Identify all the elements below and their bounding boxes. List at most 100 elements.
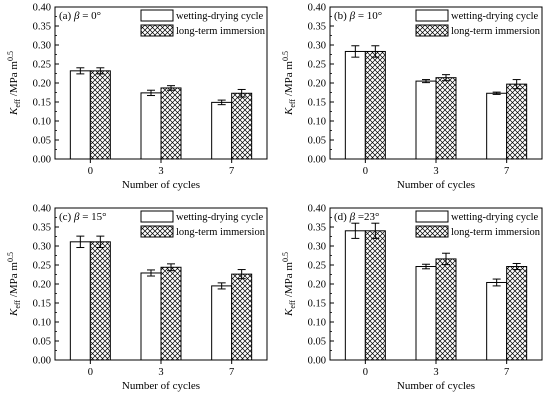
- y-tick-label: 0.00: [33, 356, 51, 367]
- y-axis-title: Keff /MPa m0.5: [6, 51, 22, 116]
- y-title-subscript: eff: [13, 99, 22, 108]
- x-axis-title: Number of cycles: [122, 380, 200, 392]
- panel-label: (c) β = 15°: [59, 211, 107, 223]
- legend-label: long-term immersion: [451, 26, 541, 37]
- y-title-symbol: K: [283, 308, 295, 317]
- panel-label-beta: β: [73, 211, 80, 223]
- y-tick-label: 0.35: [33, 223, 51, 234]
- bar-long-term-immersion: [506, 266, 528, 361]
- chart-panel-b: 0.00 0.05 0.10 0.15 0.20 0.25 0.30 0.35 0.40 0 3 7…: [281, 3, 543, 191]
- y-tick-label: 0.15: [308, 98, 326, 109]
- bars: [344, 45, 528, 160]
- bar-long-term-immersion: [364, 230, 386, 361]
- bar-wetting-drying: [486, 92, 508, 160]
- legend-label: long-term immersion: [451, 227, 541, 238]
- y-title-superscript: 0.5: [6, 252, 15, 262]
- chart-panel-d: 0.00 0.05 0.10 0.15 0.20 0.25 0.30 0.35 0.40 0 3 7…: [281, 204, 543, 392]
- legend-label: long-term immersion: [176, 227, 266, 238]
- y-title-subscript: eff: [288, 99, 297, 108]
- panel-label-prefix: (b): [334, 10, 350, 22]
- y-title-unit: /MPa m: [8, 61, 20, 99]
- legend-swatch-wetting-drying: [140, 9, 174, 22]
- panel-label-beta: β: [73, 10, 80, 22]
- legend-label: wetting-drying cycle: [451, 212, 539, 223]
- bar-long-term-immersion: [231, 273, 253, 361]
- y-title-symbol: K: [283, 107, 295, 116]
- chart-panel-c: 0.00 0.05 0.10 0.15 0.20 0.25 0.30 0.35 0.40 0 3 7…: [6, 204, 268, 392]
- bar-wetting-drying: [69, 241, 91, 361]
- x-tick-label: 3: [433, 367, 438, 378]
- y-tick-label: 0.00: [308, 356, 326, 367]
- bar-wetting-drying: [140, 272, 162, 361]
- panel-label-suffix: = 15°: [79, 211, 106, 223]
- legend-swatch-wetting-drying: [140, 210, 174, 223]
- legend-label: wetting-drying cycle: [451, 11, 539, 22]
- y-tick-label: 0.05: [33, 136, 51, 147]
- bar-long-term-immersion: [89, 70, 111, 160]
- bar-wetting-drying: [415, 80, 437, 160]
- y-title-superscript: 0.5: [281, 51, 290, 61]
- panel-label-beta: β: [349, 211, 356, 223]
- panel-label-suffix: = 0°: [79, 10, 101, 22]
- bar-wetting-drying: [69, 70, 91, 160]
- bar-long-term-immersion: [364, 50, 386, 160]
- bar-wetting-drying: [486, 281, 508, 361]
- y-tick-label: 0.25: [33, 261, 51, 272]
- y-tick-label: 0.25: [308, 60, 326, 71]
- legend: wetting-drying cycle long-term immersion: [140, 210, 266, 238]
- bar-wetting-drying: [211, 101, 233, 160]
- x-tick-label: 0: [88, 166, 93, 177]
- legend-label: wetting-drying cycle: [176, 212, 264, 223]
- y-axis: 0.00 0.05 0.10 0.15 0.20 0.25 0.30 0.35 0.40: [308, 204, 334, 367]
- bars: [344, 222, 528, 361]
- panel-label-beta: β: [349, 10, 356, 22]
- y-tick-label: 0.40: [33, 204, 51, 215]
- y-tick-label: 0.05: [308, 337, 326, 348]
- legend: wetting-drying cycle long-term immersion: [415, 9, 541, 37]
- x-tick-label: 7: [504, 367, 509, 378]
- panel-label-prefix: (c): [59, 211, 74, 223]
- legend: wetting-drying cycle long-term immersion: [415, 210, 541, 238]
- y-title-symbol: K: [8, 107, 20, 116]
- x-tick-label: 3: [158, 166, 163, 177]
- legend: wetting-drying cycle long-term immersion: [140, 9, 266, 37]
- y-tick-label: 0.20: [33, 79, 51, 90]
- bar-long-term-immersion: [89, 241, 111, 361]
- bar-wetting-drying: [211, 285, 233, 361]
- y-axis-title: Keff /MPa m0.5: [6, 252, 22, 317]
- x-tick-label: 7: [229, 166, 234, 177]
- y-title-subscript: eff: [13, 300, 22, 309]
- x-tick-label: 7: [504, 166, 509, 177]
- legend-label: long-term immersion: [176, 26, 266, 37]
- y-tick-label: 0.10: [308, 117, 326, 128]
- y-tick-label: 0.15: [308, 299, 326, 310]
- y-axis: 0.00 0.05 0.10 0.15 0.20 0.25 0.30 0.35 0.40: [33, 3, 59, 166]
- panel-label-prefix: (a): [59, 10, 74, 22]
- bars: [69, 235, 253, 361]
- x-axis-title: Number of cycles: [397, 380, 475, 392]
- y-tick-label: 0.15: [33, 98, 51, 109]
- bar-wetting-drying: [344, 50, 366, 160]
- y-title-unit: /MPa m: [283, 262, 295, 300]
- bar-long-term-immersion: [160, 87, 182, 160]
- x-tick-label: 7: [229, 367, 234, 378]
- legend-swatch-wetting-drying: [415, 9, 449, 22]
- bar-long-term-immersion: [435, 258, 457, 361]
- x-tick-label: 3: [158, 367, 163, 378]
- panel-label-suffix: = 10°: [355, 10, 382, 22]
- y-tick-label: 0.20: [308, 280, 326, 291]
- y-tick-label: 0.00: [33, 155, 51, 166]
- y-tick-label: 0.30: [33, 41, 51, 52]
- x-axis-title: Number of cycles: [122, 179, 200, 191]
- y-title-symbol: K: [8, 308, 20, 317]
- chart-panel-a: 0.00 0.05 0.10 0.15 0.20 0.25 0.30 0.35 0.40 0 3 7…: [6, 3, 268, 191]
- y-tick-label: 0.15: [33, 299, 51, 310]
- y-tick-label: 0.05: [33, 337, 51, 348]
- y-tick-label: 0.40: [33, 3, 51, 14]
- y-title-unit: /MPa m: [8, 262, 20, 300]
- x-axis: 0 3 7: [88, 360, 234, 378]
- y-axis: 0.00 0.05 0.10 0.15 0.20 0.25 0.30 0.35 0.40: [33, 204, 59, 367]
- bar-wetting-drying: [415, 266, 437, 361]
- y-tick-label: 0.40: [308, 3, 326, 14]
- y-tick-label: 0.35: [33, 22, 51, 33]
